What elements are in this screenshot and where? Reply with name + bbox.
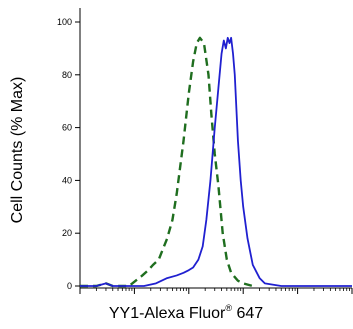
series-layer xyxy=(80,36,352,288)
plot-frame xyxy=(79,8,352,289)
x-axis-title: YY1-Alexa Fluor® 647 xyxy=(109,303,263,322)
y-tick-label: 60 xyxy=(62,123,72,133)
y-tick-label: 0 xyxy=(67,281,72,291)
x-axis-title-suffix: 647 xyxy=(232,305,263,322)
y-axis-title: Cell Counts (% Max) xyxy=(9,77,26,224)
x-axis xyxy=(79,288,353,294)
control-histogram-line xyxy=(80,36,254,288)
x-axis-title-prefix: YY1-Alexa Fluor xyxy=(109,305,226,322)
y-tick-label: 80 xyxy=(62,70,72,80)
y-tick-label: 100 xyxy=(57,17,72,27)
sample-histogram-line xyxy=(80,36,352,287)
y-axis: 0 20 40 60 80 100 xyxy=(57,17,80,291)
y-tick-label: 40 xyxy=(62,175,72,185)
y-tick-label: 20 xyxy=(62,228,72,238)
x-axis-title-superscript: ® xyxy=(225,303,232,313)
